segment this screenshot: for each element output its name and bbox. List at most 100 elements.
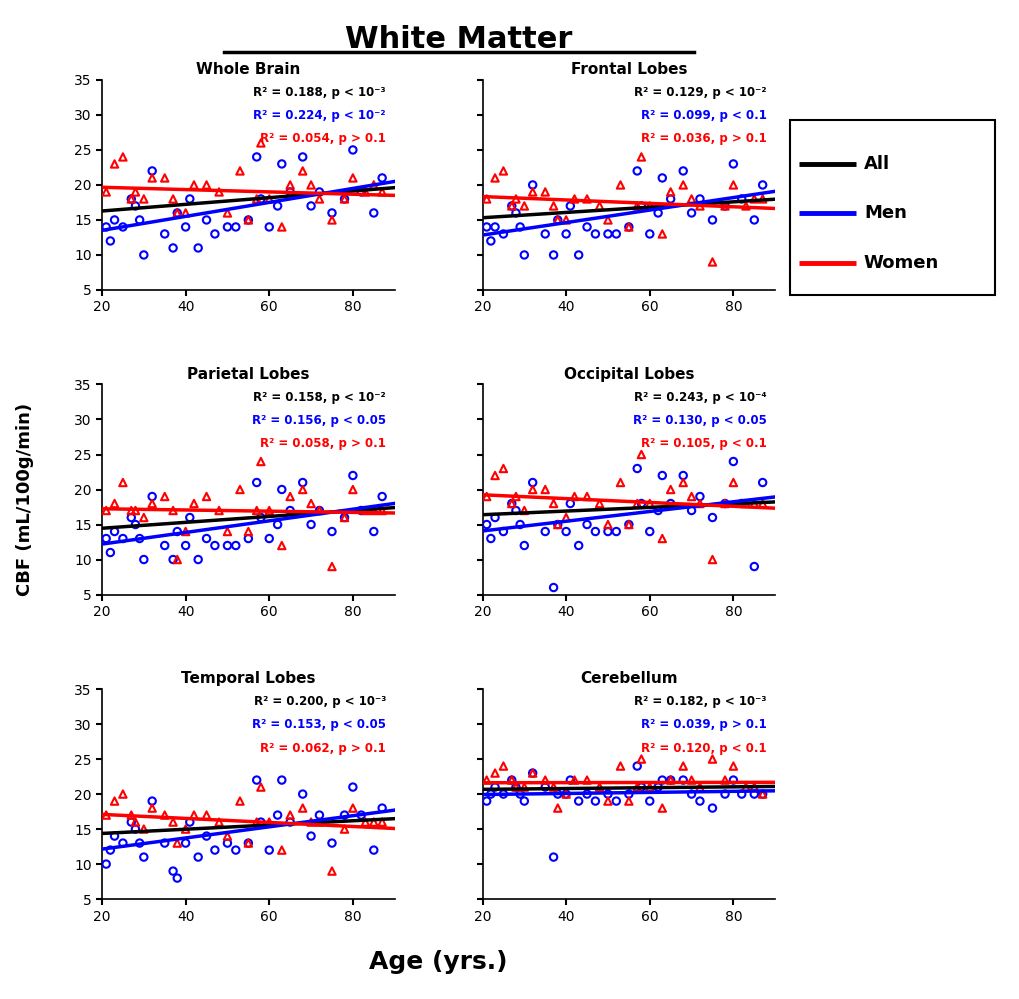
Point <box>311 502 327 518</box>
Title: Cerebellum: Cerebellum <box>580 671 677 686</box>
Point <box>524 177 540 193</box>
Point <box>269 516 285 532</box>
Point <box>136 551 152 567</box>
Point <box>336 191 353 207</box>
Point <box>136 821 152 837</box>
Point <box>733 786 749 802</box>
Point <box>507 779 524 795</box>
Text: Men: Men <box>863 204 906 222</box>
Point <box>503 772 520 788</box>
Point <box>190 551 206 567</box>
Point <box>344 800 361 816</box>
Point <box>641 226 657 242</box>
Point <box>516 198 532 214</box>
Point <box>507 489 524 504</box>
Point <box>495 523 512 539</box>
Point <box>754 475 770 491</box>
Point <box>629 496 645 511</box>
Point <box>621 786 637 802</box>
Text: R² = 0.099, p < 0.1: R² = 0.099, p < 0.1 <box>640 109 765 122</box>
Point <box>486 509 502 525</box>
Point <box>127 516 144 532</box>
Point <box>303 828 319 844</box>
Point <box>311 502 327 518</box>
Point <box>512 786 528 802</box>
Point <box>662 772 679 788</box>
Point <box>374 800 390 816</box>
Point <box>507 779 524 795</box>
Point <box>549 212 566 228</box>
Point <box>102 842 118 858</box>
Point <box>746 212 762 228</box>
Point <box>374 814 390 830</box>
Point <box>253 509 269 525</box>
Text: R² = 0.158, p < 10⁻²: R² = 0.158, p < 10⁻² <box>253 391 385 404</box>
Point <box>621 516 637 532</box>
Point <box>754 496 770 511</box>
Point <box>344 170 361 186</box>
Point <box>591 198 607 214</box>
Text: R² = 0.039, p > 0.1: R² = 0.039, p > 0.1 <box>640 718 765 731</box>
Text: CBF (mL/100g/min): CBF (mL/100g/min) <box>16 403 35 596</box>
Point <box>754 177 770 193</box>
Point <box>641 523 657 539</box>
Point <box>169 523 185 539</box>
Point <box>570 247 586 263</box>
Point <box>621 219 637 235</box>
Point <box>106 793 122 809</box>
Point <box>239 530 256 546</box>
Point <box>249 149 265 165</box>
Point <box>746 779 762 795</box>
Point <box>239 212 256 228</box>
Point <box>294 163 311 179</box>
Point <box>599 212 615 228</box>
Point <box>691 779 707 795</box>
Point <box>114 475 130 491</box>
Point <box>675 468 691 484</box>
Point <box>537 184 553 200</box>
Point <box>374 170 390 186</box>
Point <box>123 191 140 207</box>
Point <box>545 779 561 795</box>
Point <box>323 863 339 879</box>
Point <box>239 212 256 228</box>
Point <box>198 489 214 504</box>
Point <box>629 198 645 214</box>
Point <box>127 184 144 200</box>
Point <box>633 149 649 165</box>
Point <box>683 205 699 221</box>
Point <box>524 765 540 781</box>
Point <box>507 502 524 518</box>
Point <box>207 226 223 242</box>
Point <box>231 163 248 179</box>
Point <box>353 807 369 823</box>
Point <box>198 828 214 844</box>
Point <box>662 496 679 511</box>
Point <box>156 489 172 504</box>
Point <box>294 149 311 165</box>
Point <box>478 516 494 532</box>
Point <box>165 502 181 518</box>
Point <box>691 496 707 511</box>
Text: R² = 0.188, p < 10⁻³: R² = 0.188, p < 10⁻³ <box>253 86 385 99</box>
Point <box>357 502 373 518</box>
Point <box>190 240 206 256</box>
Point <box>599 786 615 802</box>
Point <box>273 156 289 172</box>
Point <box>261 219 277 235</box>
Point <box>591 779 607 795</box>
Point <box>185 177 202 193</box>
Point <box>249 191 265 207</box>
Point <box>123 807 140 823</box>
Point <box>746 191 762 207</box>
Point <box>273 482 289 498</box>
Point <box>177 219 194 235</box>
Point <box>549 516 566 532</box>
Point <box>537 482 553 498</box>
Point <box>249 772 265 788</box>
Point <box>633 198 649 214</box>
Point <box>219 219 235 235</box>
Point <box>239 835 256 851</box>
Point <box>599 793 615 809</box>
Point <box>704 551 720 567</box>
